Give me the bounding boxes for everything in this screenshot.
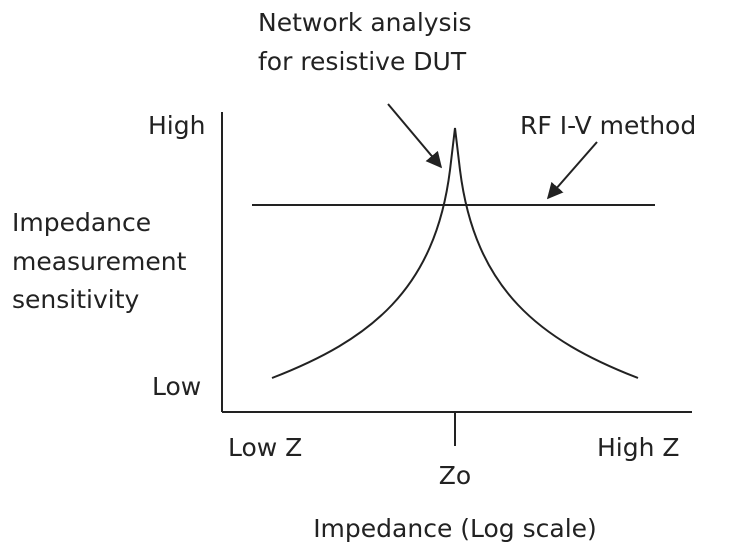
y-low: Low xyxy=(152,372,201,401)
arrow xyxy=(387,103,443,169)
y-label: sensitivity xyxy=(12,285,140,314)
x-label: Impedance (Log scale) xyxy=(313,514,597,543)
y-high: High xyxy=(148,111,205,140)
y-label: Impedance xyxy=(12,208,151,237)
arrow xyxy=(546,141,598,200)
network-analysis-curve xyxy=(271,127,639,379)
annotation: Network analysis xyxy=(258,8,472,37)
annotation: RF I-V method xyxy=(520,111,696,140)
x-mid: Zo xyxy=(439,461,471,490)
annotation: for resistive DUT xyxy=(258,47,467,76)
y-label: measurement xyxy=(12,247,187,276)
x-low: Low Z xyxy=(228,433,302,462)
x-high: High Z xyxy=(597,433,680,462)
